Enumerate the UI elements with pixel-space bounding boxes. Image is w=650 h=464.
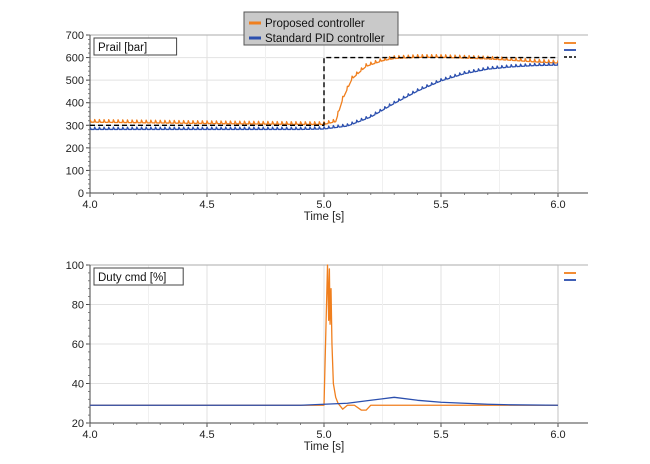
top-chart-panel: 4.0 4.5 5.0 5.5 6.0 0 100 200 300 400 500 600 700 Tim… [66,30,588,223]
series-standard-pid-controller-line [90,396,558,406]
y-tick-label: 300 [66,120,84,132]
bottom-chart-panel: 4.0 4.5 5.0 5.5 6.0 20 40 60 80 100 Time [s] Duty c… [66,260,588,453]
x-tick-label: 6.0 [550,429,565,441]
x-tick-label: 5.5 [433,429,448,441]
panel-label-text: Duty cmd [%] [98,272,166,284]
x-tick-label: 4.0 [82,429,97,441]
y-tick-label: 100 [66,260,84,272]
panel-label-text: Prail [bar] [98,42,147,54]
x-axis-title: Time [s] [304,441,344,453]
legend-label: Proposed controller [265,18,365,30]
x-tick-label: 5.0 [316,199,331,211]
y-tick-label: 0 [78,188,84,200]
legend-box [243,11,399,46]
y-tick-label: 500 [66,75,84,87]
panel-label-box [93,267,184,286]
x-tick-label: 5.5 [433,199,448,211]
x-tick-label: 4.5 [199,429,214,441]
y-tick-label: 20 [72,418,84,430]
x-tick-label: 6.0 [550,199,565,211]
series-standard-pid-controller-line [90,62,558,131]
y-tick-label: 600 [66,53,84,65]
y-tick-label: 400 [66,98,84,110]
x-tick-label: 4.5 [199,199,214,211]
legend: Proposed controller Standard PID controll… [243,11,399,46]
x-tick-label: 5.0 [316,429,331,441]
y-tick-label: 80 [72,300,84,312]
series-proposed-controller-line [90,264,558,411]
y-tick-label: 700 [66,30,84,42]
y-tick-label: 100 [66,165,84,177]
series-proposed-controller-line [90,54,558,126]
panel-label-box [93,37,178,56]
x-axis-title: Time [s] [304,211,344,223]
y-tick-label: 60 [72,339,84,351]
legend-label: Standard PID controller [265,33,385,45]
x-tick-label: 4.0 [82,199,97,211]
y-tick-label: 200 [66,143,84,155]
series-setpoint-dashed-line [90,56,558,126]
y-tick-label: 40 [72,379,84,391]
